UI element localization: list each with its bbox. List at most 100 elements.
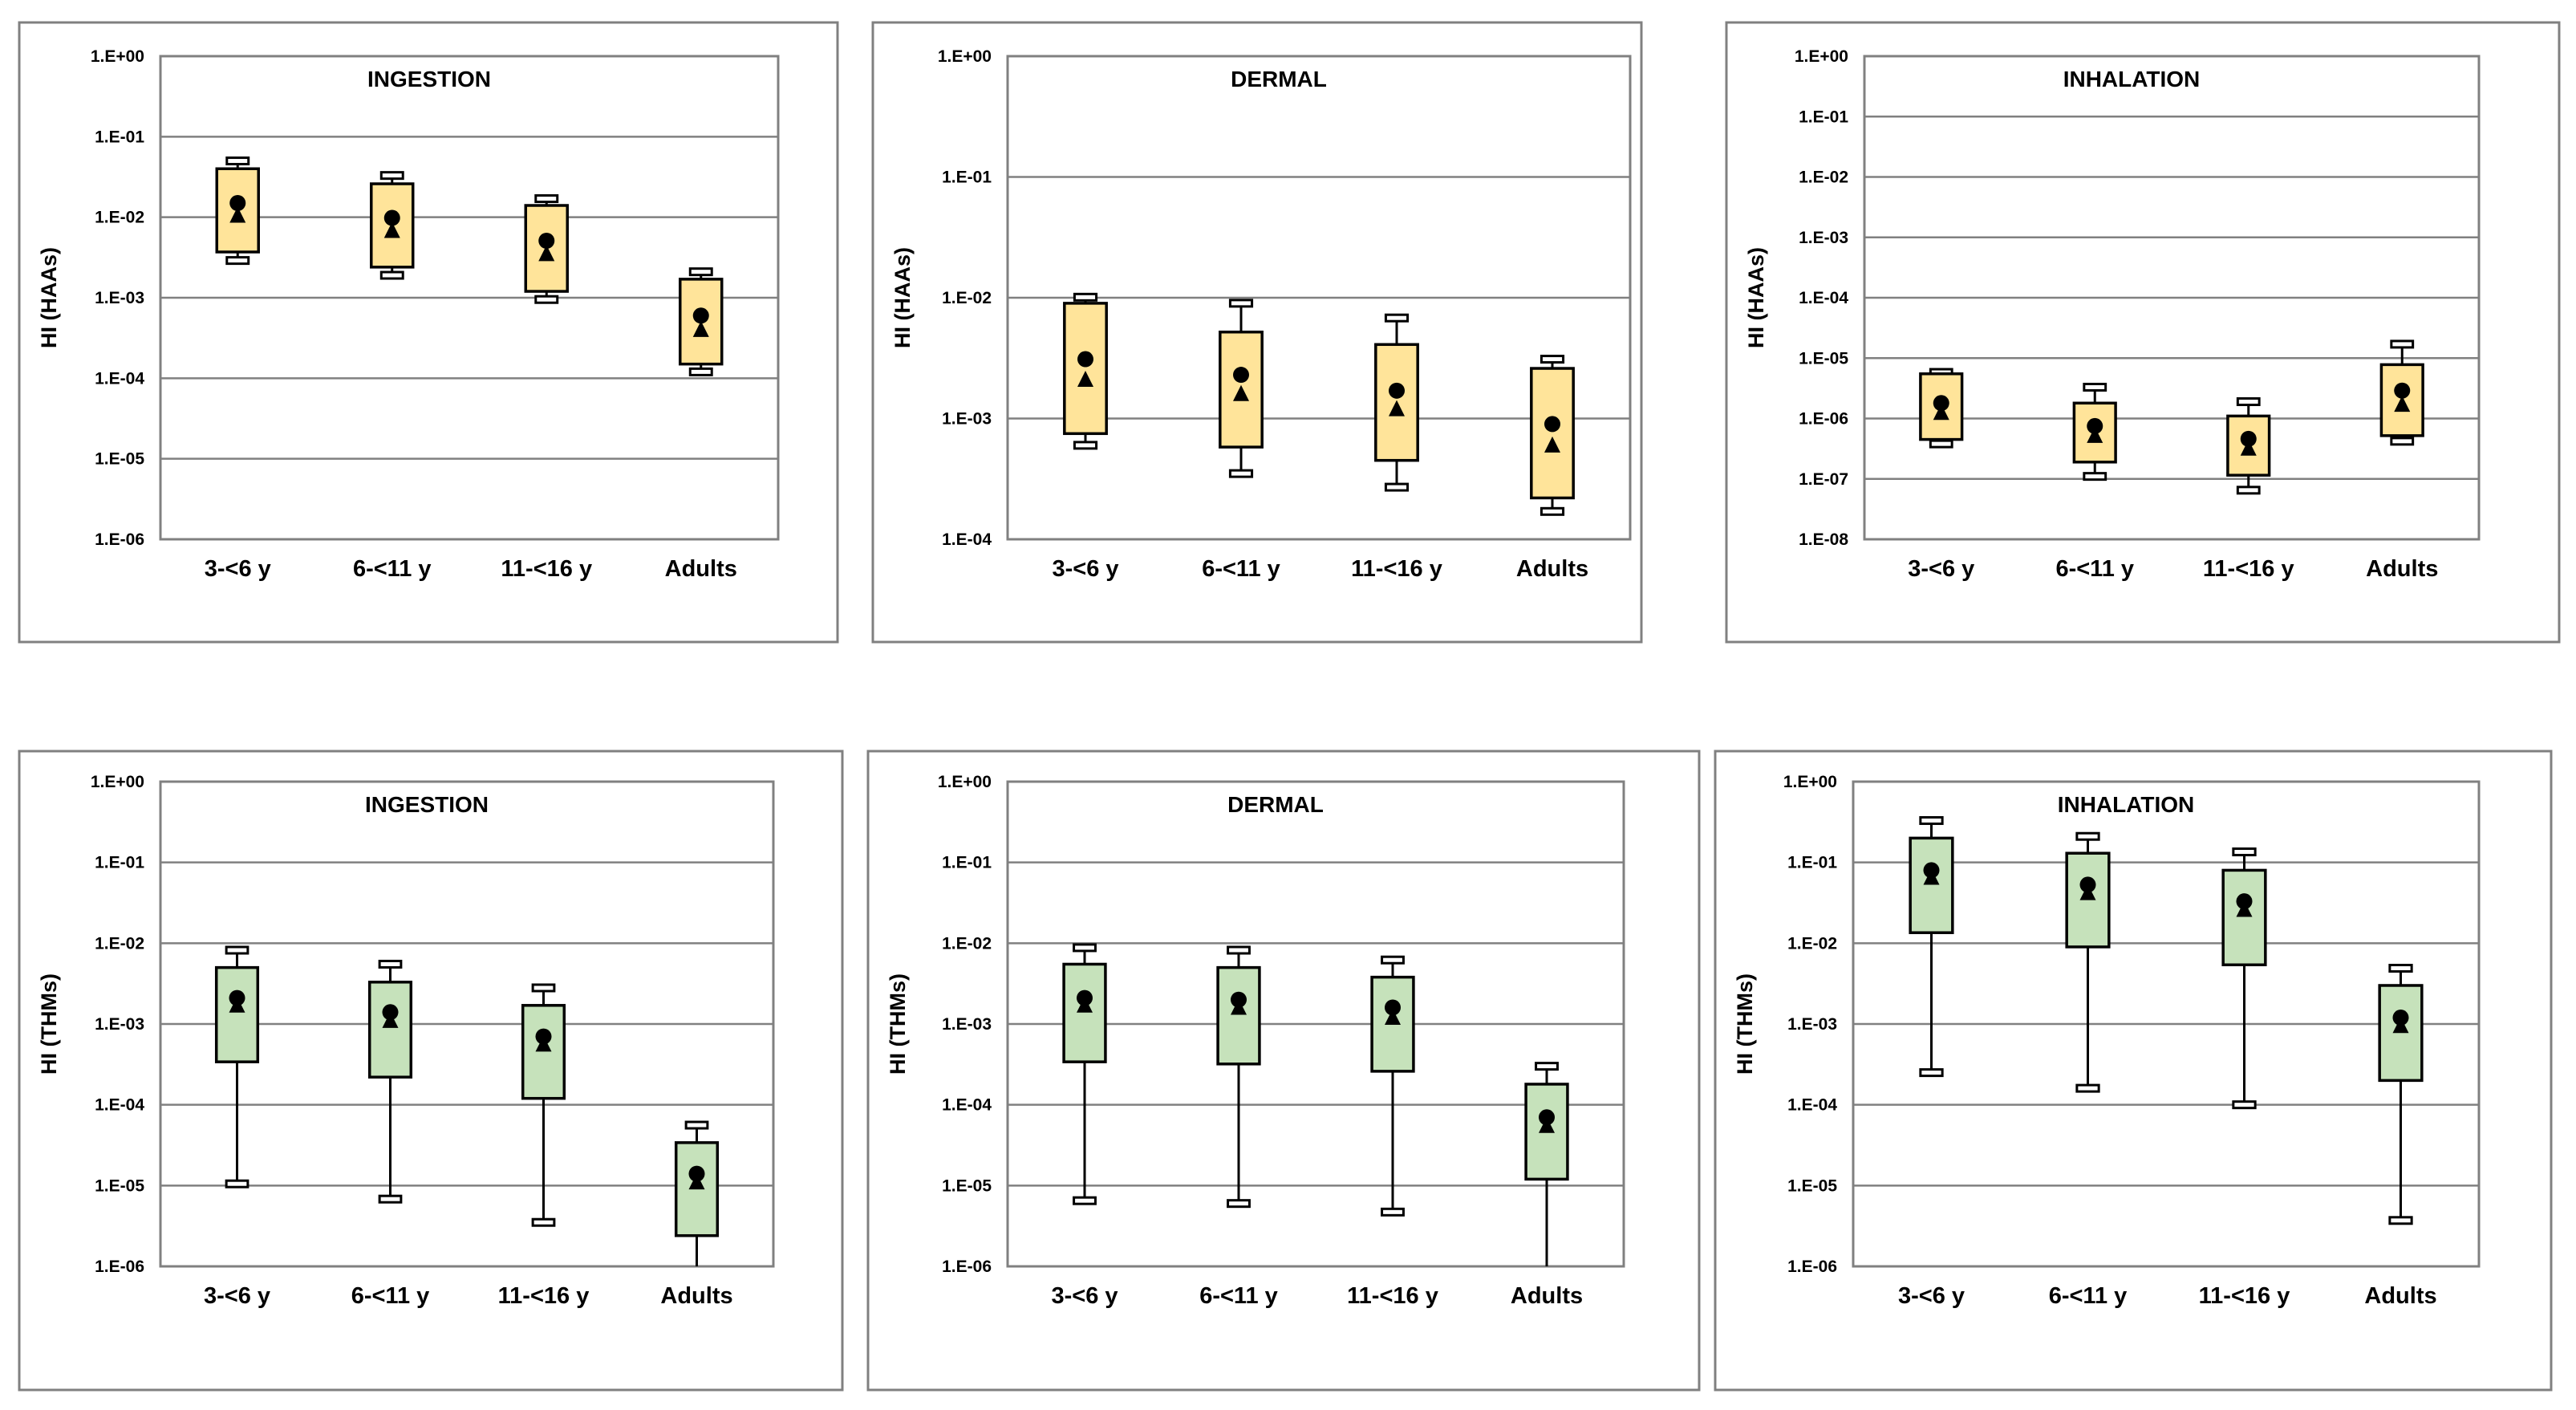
median-marker: [1385, 1009, 1401, 1026]
y-axis-label: HI (THMs): [1733, 973, 1757, 1075]
median-marker: [2394, 396, 2411, 412]
y-tick-label: 1.E-05: [95, 1176, 144, 1195]
y-tick-label: 1.E+00: [91, 47, 144, 66]
max-cap: [531, 983, 556, 993]
iqr-box: [214, 965, 260, 1063]
plot-area: [1863, 55, 2481, 541]
y-tick-label: 1.E-02: [1799, 169, 1848, 187]
y-tick-label: 1.E-03: [1799, 229, 1848, 247]
max-cap: [1540, 355, 1565, 364]
x-tick-label: 11-<16 y: [2199, 1283, 2290, 1309]
chart-panel-4: 1.E+00 1.E-01 1.E-02 1.E-03 1.E-04 1.E-05 1.E-…: [18, 750, 844, 1392]
mean-marker: [2087, 417, 2103, 434]
max-cap: [1535, 1062, 1559, 1071]
x-tick-label: 6-<11 y: [2049, 1283, 2128, 1309]
y-tick-label: 1.E-07: [1799, 470, 1848, 489]
chart-panel-2: 1.E+00 1.E-01 1.E-02 1.E-03 1.E-04 DERMAL HI (…: [871, 21, 1643, 644]
plot-area: [1006, 55, 1632, 541]
box-plot-2: [367, 959, 413, 1204]
median-marker: [535, 1035, 552, 1052]
max-cap: [2075, 831, 2100, 841]
box-plot-4: [1524, 1062, 1569, 1266]
y-axis-label: HI (THMs): [886, 973, 910, 1075]
chart-title: INGESTION: [367, 67, 491, 91]
y-tick-label: 1.E-05: [1799, 349, 1848, 368]
y-tick-label: 1.E-08: [1799, 530, 1848, 549]
min-cap: [2083, 472, 2107, 482]
median-marker: [2087, 426, 2103, 443]
chart-panel-6: 1.E+00 1.E-01 1.E-02 1.E-03 1.E-04 1.E-05 1.E-…: [1714, 750, 2553, 1392]
min-cap: [1384, 482, 1410, 492]
x-tick-label: Adults: [1516, 556, 1588, 582]
plot-area: [159, 55, 780, 541]
box-plot-2: [2065, 831, 2111, 1093]
median-marker: [2079, 884, 2096, 900]
y-tick-label: 1.E-06: [95, 530, 144, 549]
median-marker: [1389, 400, 1405, 416]
max-cap: [1073, 943, 1097, 953]
median-marker: [229, 996, 245, 1013]
plot-area: [159, 780, 775, 1268]
y-axis-label: HI (THMs): [37, 973, 61, 1075]
min-cap: [1540, 506, 1565, 516]
max-cap: [225, 156, 250, 166]
min-cap: [2075, 1083, 2100, 1093]
y-tick-label: 1.E-01: [95, 128, 144, 146]
max-cap: [2232, 847, 2257, 857]
max-cap: [1073, 292, 1098, 302]
median-marker: [1923, 868, 1940, 885]
y-tick-label: 1.E+00: [1795, 47, 1848, 66]
min-cap: [379, 270, 404, 280]
max-cap: [684, 1120, 709, 1130]
y-tick-label: 1.E-04: [1787, 1096, 1837, 1115]
chart-panel-3: 1.E+00 1.E-01 1.E-02 1.E-03 1.E-04 1.E-05 1.E-…: [1725, 21, 2561, 644]
x-tick-label: Adults: [665, 556, 737, 582]
x-tick-label: 3-<6 y: [1908, 556, 1974, 582]
min-cap: [534, 295, 559, 304]
iqr-box: [367, 981, 413, 1079]
box-plot-1: [215, 156, 260, 266]
box-plot-3: [2221, 847, 2267, 1110]
y-tick-label: 1.E-01: [942, 169, 992, 187]
min-cap: [531, 1217, 556, 1227]
y-tick-label: 1.E-04: [95, 1096, 144, 1115]
box-plot-4: [674, 1120, 720, 1266]
median-marker: [2240, 439, 2257, 456]
box-plot-4: [679, 267, 724, 376]
x-tick-label: 3-<6 y: [205, 556, 271, 582]
max-cap: [1381, 955, 1405, 965]
box-plot-2: [2072, 382, 2117, 482]
median-marker: [2392, 1017, 2409, 1034]
mean-marker: [2394, 382, 2411, 399]
x-tick-label: Adults: [2364, 1283, 2436, 1309]
min-cap: [1228, 469, 1254, 478]
y-tick-label: 1.E-01: [942, 854, 992, 872]
plot-area: [1852, 780, 2481, 1268]
median-marker: [688, 1173, 705, 1190]
min-cap: [1073, 441, 1098, 450]
median-marker: [1544, 436, 1560, 453]
max-cap: [2388, 964, 2413, 973]
mean-marker: [1077, 351, 1093, 368]
box-plot-2: [1216, 945, 1261, 1209]
iqr-box: [521, 1004, 566, 1100]
chart-title: INHALATION: [2063, 67, 2201, 91]
iqr-box: [215, 167, 260, 254]
min-cap: [1929, 439, 1953, 449]
x-tick-label: 3-<6 y: [204, 1283, 270, 1309]
chart-title: INGESTION: [365, 792, 489, 817]
y-tick-label: 1.E-03: [942, 410, 992, 429]
iqr-box: [1063, 302, 1108, 436]
box-plot-1: [1919, 368, 1964, 449]
x-tick-label: 3-<6 y: [1898, 1283, 1965, 1309]
x-tick-label: 3-<6 y: [1051, 1283, 1118, 1309]
y-tick-label: 1.E-04: [942, 1096, 992, 1115]
max-cap: [2083, 382, 2107, 392]
mean-marker: [229, 194, 246, 211]
y-tick-label: 1.E-02: [1787, 934, 1837, 953]
mean-marker: [1385, 999, 1401, 1016]
y-tick-label: 1.E-03: [942, 1015, 992, 1034]
max-cap: [1228, 299, 1254, 308]
median-marker: [692, 320, 709, 337]
y-tick-label: 1.E-04: [1799, 289, 1848, 307]
